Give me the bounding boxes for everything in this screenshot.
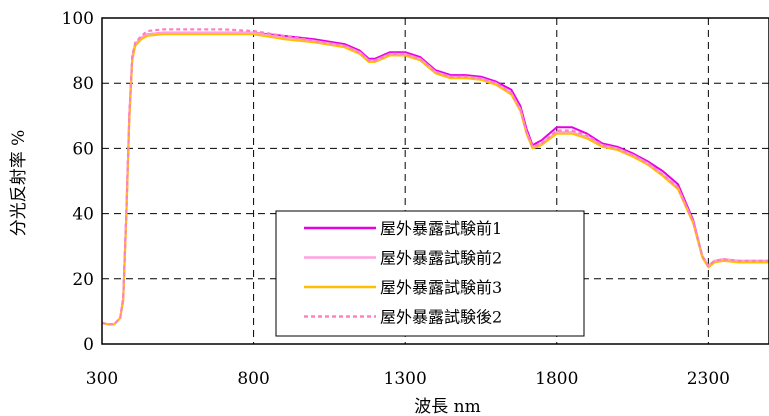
x-tick-label: 800 bbox=[237, 369, 269, 389]
y-tick-label: 0 bbox=[83, 335, 94, 355]
x-axis-title: 波長 nm bbox=[414, 397, 480, 416]
legend-box bbox=[275, 210, 585, 337]
y-tick-label: 40 bbox=[72, 205, 94, 225]
y-tick-label: 80 bbox=[72, 74, 94, 94]
tick-layer: 0 20 40 60 80 100 300 800 1300 1800 2300 bbox=[62, 9, 730, 389]
y-tick-label: 100 bbox=[62, 9, 94, 29]
y-tick-label: 60 bbox=[72, 139, 94, 159]
legend-label-4: 屋外暴露試験後2 bbox=[380, 308, 502, 327]
x-tick-label: 1300 bbox=[384, 369, 427, 389]
grid-layer bbox=[102, 18, 769, 344]
series-line-4 bbox=[102, 28, 769, 326]
legend-label-3: 屋外暴露試験前3 bbox=[380, 278, 502, 297]
series-layer bbox=[102, 28, 769, 326]
legend-label-1: 屋外暴露試験前1 bbox=[380, 219, 502, 238]
series-line-3 bbox=[102, 33, 769, 326]
x-tick-label: 300 bbox=[86, 369, 118, 389]
plot-frame bbox=[101, 17, 769, 345]
x-tick-label: 1800 bbox=[535, 369, 578, 389]
legend-items: 屋外暴露試験前1 屋外暴露試験前2 屋外暴露試験前3 屋外暴露試験後2 bbox=[304, 219, 502, 327]
x-tick-label: 2300 bbox=[687, 369, 730, 389]
y-tick-label: 20 bbox=[72, 270, 94, 290]
legend: 屋外暴露試験前1 屋外暴露試験前2 屋外暴露試験前3 屋外暴露試験後2 bbox=[275, 210, 585, 337]
y-axis-title: 分光反射率 % bbox=[9, 130, 29, 237]
legend-label-2: 屋外暴露試験前2 bbox=[380, 249, 502, 268]
